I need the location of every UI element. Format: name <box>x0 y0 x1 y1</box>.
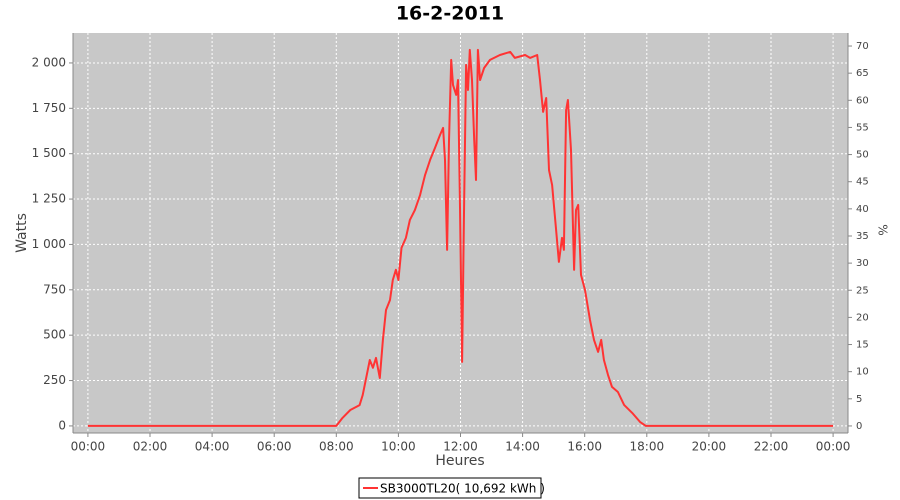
x-tick-label: 10:00 <box>381 440 416 454</box>
y2-tick-label: 70 <box>856 41 869 52</box>
x-tick-label: 08:00 <box>319 440 354 454</box>
y-tick-label: 2 000 <box>32 55 66 69</box>
y-tick-label: 250 <box>43 373 66 387</box>
series-line <box>87 48 834 427</box>
x-tick-label: 20:00 <box>692 440 727 454</box>
y-tick-label: 1 500 <box>32 146 66 160</box>
y2-tick-label: 0 <box>856 421 862 432</box>
x-tick-label: 00:00 <box>816 440 851 454</box>
y2-tick-label: 50 <box>856 150 869 161</box>
y-tick-label: 500 <box>43 328 66 342</box>
y2-tick-label: 35 <box>856 231 869 242</box>
x-tick-label: 04:00 <box>195 440 230 454</box>
y2-tick-label: 55 <box>856 122 869 133</box>
x-tick-label: 22:00 <box>754 440 789 454</box>
y2-tick-label: 45 <box>856 177 869 188</box>
chart-title: 16-2-2011 <box>396 3 504 25</box>
y2-tick-label: 60 <box>856 95 869 106</box>
x-tick-label: 16:00 <box>567 440 602 454</box>
y2-tick-label: 5 <box>856 394 862 405</box>
x-tick-label: 02:00 <box>133 440 168 454</box>
y-tick-label: 1 750 <box>32 101 66 115</box>
x-tick-label: 06:00 <box>257 440 292 454</box>
x-tick-label: 00:00 <box>71 440 106 454</box>
legend-label: SB3000TL20( 10,692 kWh ) <box>380 482 545 496</box>
y2-tick-label: 10 <box>856 367 869 378</box>
y2-tick-label: 30 <box>856 258 869 269</box>
y2-axis-label: % <box>876 224 890 235</box>
x-axis-label: Heures <box>435 453 484 469</box>
y2-tick-label: 15 <box>856 340 869 351</box>
y-tick-label: 1 000 <box>32 237 66 251</box>
y-tick-label: 1 250 <box>32 192 66 206</box>
x-tick-label: 18:00 <box>630 440 665 454</box>
y-tick-label: 750 <box>43 282 66 296</box>
y2-tick-label: 25 <box>856 285 869 296</box>
y2-tick-label: 65 <box>856 68 869 79</box>
y2-tick-label: 20 <box>856 312 869 323</box>
x-tick-label: 12:00 <box>443 440 478 454</box>
y-tick-label: 0 <box>58 418 66 432</box>
x-tick-label: 14:00 <box>505 440 540 454</box>
legend-box <box>358 477 542 499</box>
y-axis-label: Watts <box>14 213 30 253</box>
y2-tick-label: 40 <box>856 204 869 215</box>
